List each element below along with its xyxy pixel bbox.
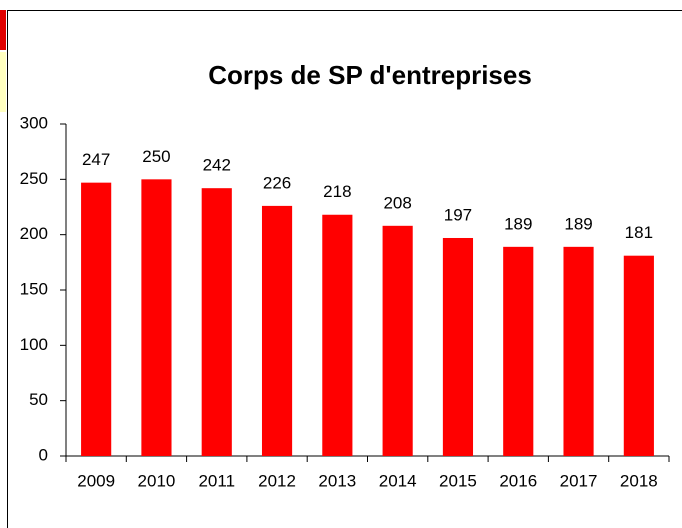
bar xyxy=(623,255,654,456)
data-label: 218 xyxy=(323,182,351,201)
x-tick-label: 2015 xyxy=(439,471,477,490)
x-tick-label: 2018 xyxy=(620,471,658,490)
x-tick-label: 2012 xyxy=(258,471,296,490)
data-label: 181 xyxy=(625,223,653,242)
bar xyxy=(322,214,353,456)
x-tick-label: 2010 xyxy=(138,471,176,490)
chart-border xyxy=(7,10,682,528)
data-label: 242 xyxy=(203,156,231,175)
bar xyxy=(503,246,534,456)
bar xyxy=(261,205,293,456)
bar xyxy=(382,225,413,456)
data-label: 189 xyxy=(564,214,592,233)
bar xyxy=(442,237,474,456)
x-tick-label: 2014 xyxy=(379,471,417,490)
edge-cell xyxy=(0,10,6,50)
y-tick-label: 0 xyxy=(39,445,48,464)
y-tick-label: 200 xyxy=(20,224,48,243)
y-tick-label: 100 xyxy=(20,335,48,354)
x-tick-label: 2016 xyxy=(499,471,537,490)
data-label: 189 xyxy=(504,214,532,233)
data-label: 197 xyxy=(444,205,472,224)
y-tick-label: 300 xyxy=(20,113,48,132)
bar xyxy=(141,179,172,457)
bar xyxy=(563,246,594,456)
y-tick-label: 50 xyxy=(29,390,48,409)
chart-title: Corps de SP d'entreprises xyxy=(208,60,532,90)
bar xyxy=(81,182,112,457)
y-tick-label: 250 xyxy=(20,169,48,188)
data-label: 250 xyxy=(142,147,170,166)
x-tick-label: 2011 xyxy=(198,471,235,490)
x-tick-label: 2017 xyxy=(560,471,598,490)
data-label: 226 xyxy=(263,173,291,192)
x-tick-label: 2009 xyxy=(77,471,115,490)
bar xyxy=(201,188,232,457)
edge-cell xyxy=(0,52,6,112)
data-label: 247 xyxy=(82,150,110,169)
x-tick-label: 2013 xyxy=(318,471,356,490)
y-tick-label: 150 xyxy=(20,279,48,298)
data-label: 208 xyxy=(383,193,411,212)
